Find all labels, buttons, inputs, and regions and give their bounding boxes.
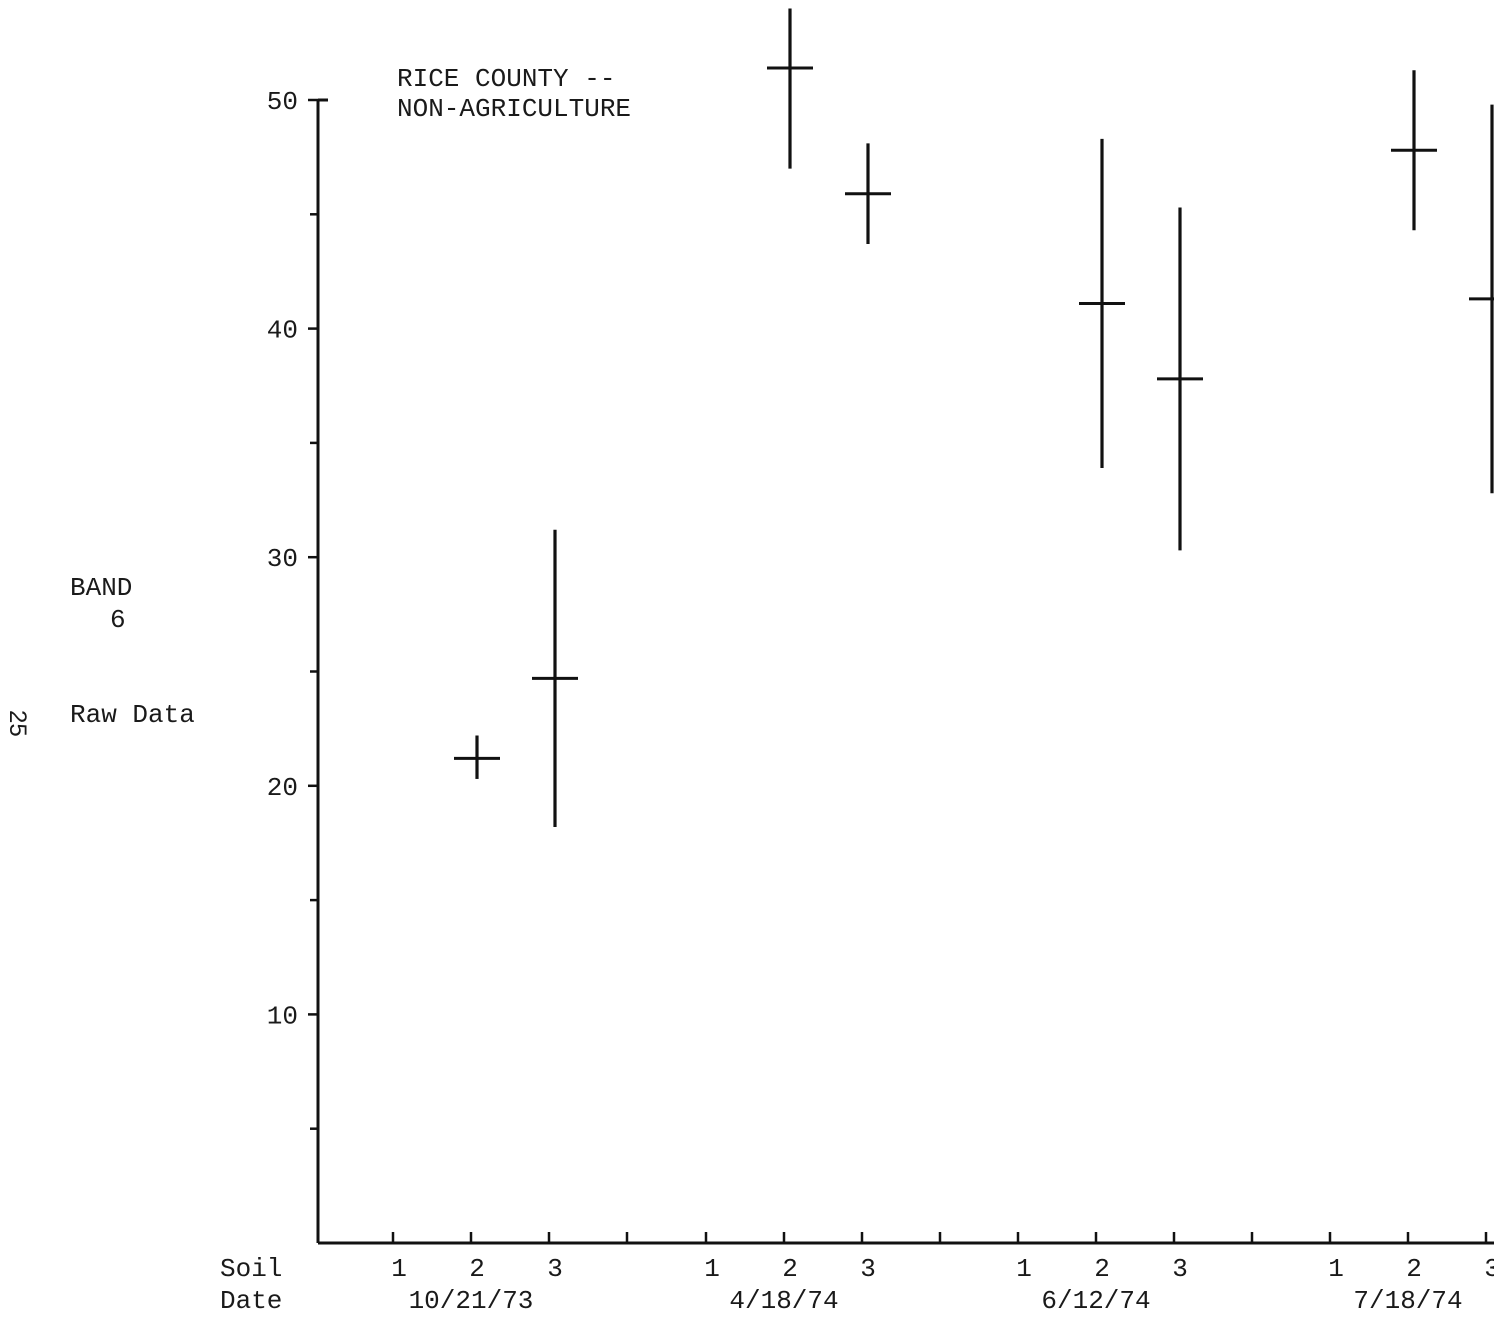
y-tick-label: 20 [267, 773, 298, 803]
x-tick-label-soil: 3 [860, 1254, 876, 1284]
y-label-band: BAND [70, 573, 132, 603]
y-tick-label: 50 [267, 87, 298, 117]
y-label-band-number: 6 [110, 605, 126, 635]
x-tick-label-soil: 1 [1016, 1254, 1032, 1284]
x-date-label: 7/18/74 [1353, 1286, 1462, 1316]
data-point [1469, 104, 1494, 494]
data-point [1079, 138, 1125, 469]
x-tick-label-soil: 2 [469, 1254, 485, 1284]
x-tick-label-soil: 3 [547, 1254, 563, 1284]
x-tick-label-soil: 1 [704, 1254, 720, 1284]
y-tick-label: 30 [267, 544, 298, 574]
page-number: 25 [4, 710, 31, 737]
x-tick-label-soil: 1 [391, 1254, 407, 1284]
data-point [454, 735, 500, 779]
x-tick-label-soil: 2 [1094, 1254, 1110, 1284]
chart-title-line1: RICE COUNTY -- [397, 64, 615, 94]
axes [316, 98, 1494, 1245]
x-tick-label-soil: 2 [782, 1254, 798, 1284]
x-date-label: 4/18/74 [729, 1286, 838, 1316]
x-date-label: 6/12/74 [1041, 1286, 1150, 1316]
data-point [532, 529, 578, 827]
x-row-label-soil: Soil [220, 1254, 282, 1284]
data-point [767, 8, 813, 169]
data-point [1391, 70, 1437, 231]
chart-title-line2: NON-AGRICULTURE [397, 94, 631, 124]
x-date-label: 10/21/73 [409, 1286, 534, 1316]
y-tick-label: 10 [267, 1001, 298, 1031]
y-label-units: Raw Data [70, 700, 195, 730]
y-tick-label: 40 [267, 316, 298, 346]
x-row-label-date: Date [220, 1286, 282, 1316]
x-tick-label-soil: 2 [1406, 1254, 1422, 1284]
x-tick-label-soil: 3 [1172, 1254, 1188, 1284]
x-tick-label-soil: 1 [1328, 1254, 1344, 1284]
x-tick-label-soil: 3 [1484, 1254, 1494, 1284]
y-ticks: 10 20 30 40 50 [267, 87, 318, 1130]
x-ticks: 1 2 310/21/731 2 34/18/741 2 36/12/741 2 37/18/7… [391, 1232, 1494, 1316]
data-point [1157, 207, 1203, 551]
data-marks [454, 8, 1494, 827]
data-point [845, 143, 891, 245]
